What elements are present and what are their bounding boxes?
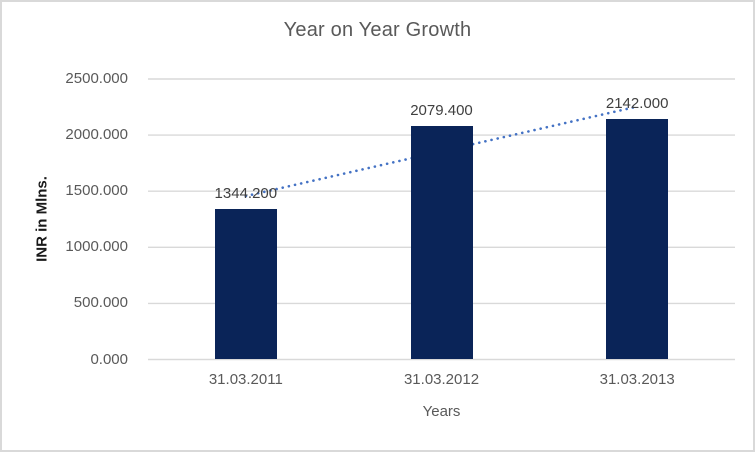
bar xyxy=(606,119,669,360)
y-tick-label: 2000.000 xyxy=(65,126,128,144)
y-tick-label: 1000.000 xyxy=(65,238,128,256)
x-tick-label: 31.03.2012 xyxy=(403,371,480,388)
y-tick-label: 500.000 xyxy=(73,294,128,312)
y-tick-label: 0.000 xyxy=(90,350,128,368)
bar-data-label: 2079.400 xyxy=(410,102,473,120)
bar-data-label: 2142.000 xyxy=(605,95,669,113)
y-tick-label: 1500.000 xyxy=(65,182,128,200)
chart-title: Year on Year Growth xyxy=(283,19,472,41)
bar xyxy=(410,126,473,360)
x-tick-label: 31.03.2013 xyxy=(599,371,675,388)
bar-data-label: 1344.200 xyxy=(214,184,278,202)
y-tick-label: 2500.000 xyxy=(65,70,128,87)
bar xyxy=(214,208,277,360)
x-tick-label: 31.03.2011 xyxy=(208,371,283,388)
x-axis-title: Years xyxy=(422,403,461,420)
